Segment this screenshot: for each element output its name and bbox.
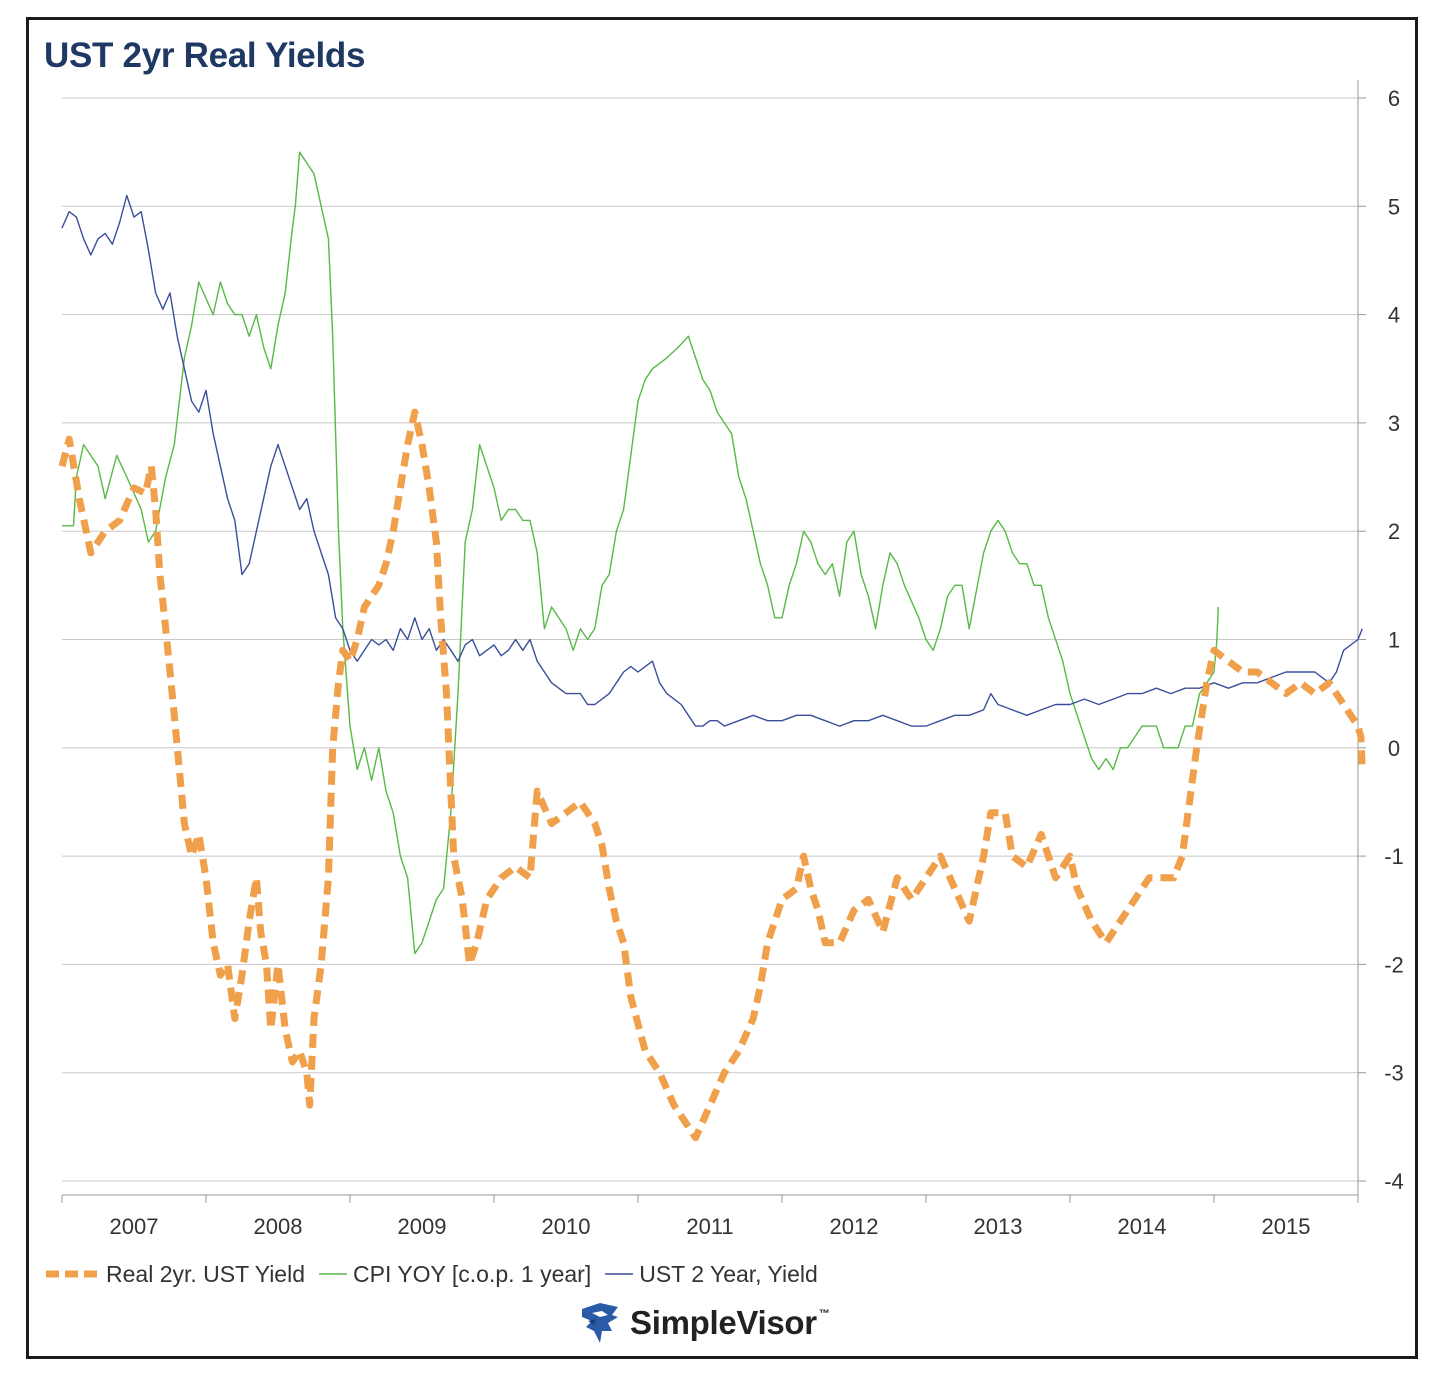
y-tick-label: 0: [1388, 736, 1400, 761]
axes: 6 5 4 3 2 1 0 -1 -2 -3 -4 2007 2008 2009 2010 2011 2012 2…: [61, 80, 1404, 1239]
legend-item-cpi: CPI YOY [c.o.p. 1 year]: [319, 1261, 591, 1288]
y-tick-label: 2: [1388, 519, 1400, 544]
legend: Real 2yr. UST Yield CPI YOY [c.o.p. 1 ye…: [46, 1259, 832, 1289]
x-tick-label: 2010: [542, 1214, 591, 1239]
eagle-head-icon: [582, 1303, 618, 1343]
x-tick-label: 2014: [1118, 1214, 1167, 1239]
legend-label-real-yield: Real 2yr. UST Yield: [106, 1260, 306, 1287]
x-tick-label: 2011: [686, 1214, 733, 1239]
x-tick-label: 2015: [1262, 1214, 1311, 1239]
y-tick-label: -4: [1384, 1169, 1404, 1194]
series-line-cpi-yoy-c-o-p-1-year: [62, 151, 1219, 955]
series-lines: [58, 151, 1366, 1142]
legend-item-ust2y: UST 2 Year, Yield: [605, 1261, 818, 1288]
y-tick-label: 4: [1388, 303, 1400, 328]
x-tick-label: 2007: [110, 1214, 159, 1239]
legend-swatch-real-yield: [46, 1270, 100, 1278]
x-tick-label: 2009: [398, 1214, 447, 1239]
y-tick-label: 1: [1388, 628, 1400, 653]
x-tick-label: 2012: [830, 1214, 879, 1239]
legend-label-cpi: CPI YOY [c.o.p. 1 year]: [353, 1260, 592, 1287]
gridlines: [62, 97, 1358, 1182]
x-tick-label: 2008: [254, 1214, 303, 1239]
y-tick-label: -2: [1384, 952, 1404, 977]
y-tick-label: 6: [1388, 86, 1400, 111]
y-tick-label: 5: [1388, 194, 1400, 219]
legend-item-real-yield: Real 2yr. UST Yield: [46, 1261, 305, 1288]
logo-text: SimpleVisor: [630, 1304, 817, 1341]
legend-label-ust2y: UST 2 Year, Yield: [639, 1260, 818, 1287]
chart-title: UST 2yr Real Yields: [44, 36, 366, 75]
legend-swatch-cpi: [319, 1273, 348, 1275]
y-tick-label: 3: [1388, 411, 1400, 436]
x-tick-label: 2013: [974, 1214, 1023, 1239]
y-tick-label: -1: [1384, 844, 1404, 869]
simplevisor-logo: SimpleVisor ™: [578, 1300, 830, 1346]
y-tick-label: -3: [1384, 1061, 1404, 1086]
logo-trademark: ™: [818, 1308, 830, 1320]
series-line-ust-2-year-yield: [61, 194, 1363, 727]
series-line-real-2yr-ust-yield: [58, 408, 1366, 1142]
legend-swatch-ust2y: [605, 1273, 634, 1275]
